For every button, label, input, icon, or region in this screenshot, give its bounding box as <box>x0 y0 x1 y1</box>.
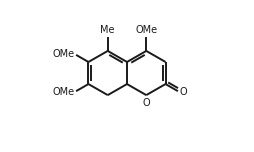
Text: OMe: OMe <box>53 87 75 97</box>
Text: OMe: OMe <box>135 25 157 35</box>
Text: O: O <box>142 98 150 108</box>
Text: OMe: OMe <box>53 49 75 59</box>
Text: Me: Me <box>101 25 115 35</box>
Text: O: O <box>179 87 187 97</box>
